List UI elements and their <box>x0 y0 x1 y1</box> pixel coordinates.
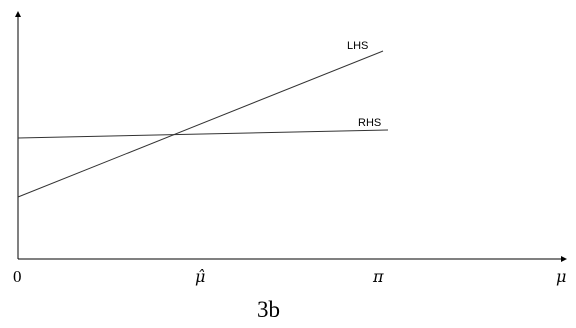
pi-label: π <box>372 267 384 286</box>
mu-hat-label: μ̂ <box>195 267 205 286</box>
mu-axis-label: μ <box>556 267 566 286</box>
rhs-label: RHS <box>358 117 381 129</box>
origin-label: 0 <box>13 267 22 286</box>
lhs-line <box>17 50 384 198</box>
figure-caption: 3b <box>257 297 280 322</box>
lhs-label: LHS <box>347 40 368 52</box>
rhs-line <box>17 129 389 139</box>
